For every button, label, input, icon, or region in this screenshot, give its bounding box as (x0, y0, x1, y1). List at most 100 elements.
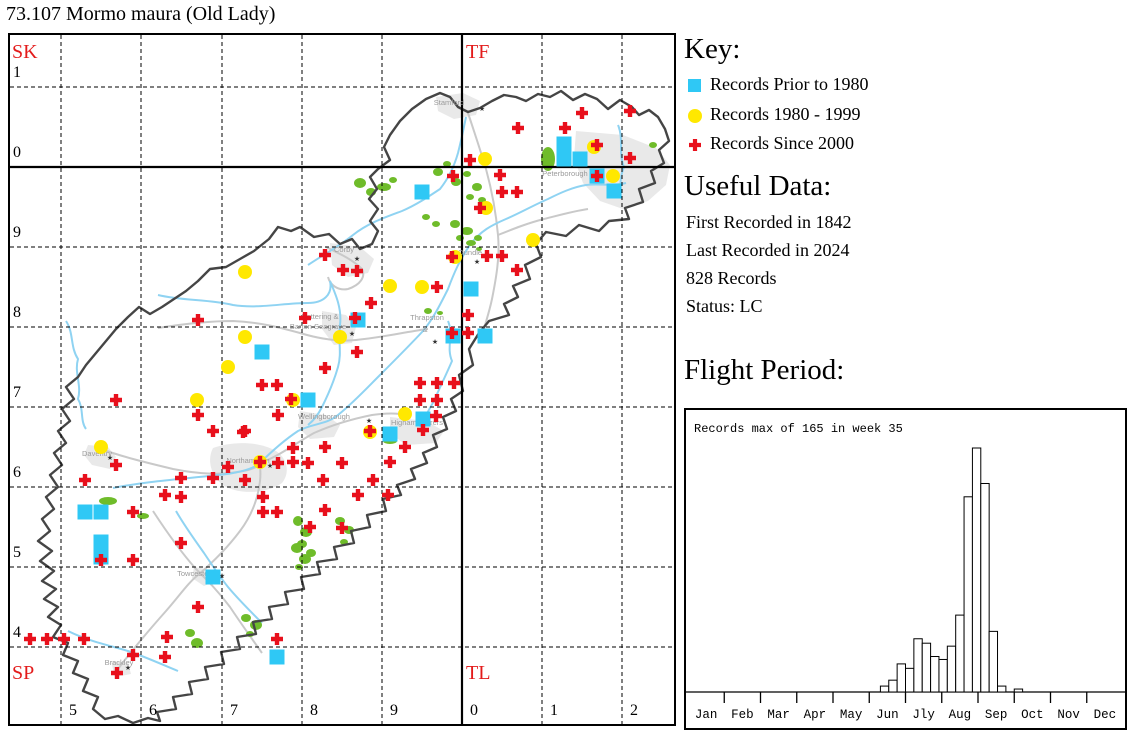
record-cross (111, 667, 123, 679)
record-cross (591, 139, 603, 151)
record-cross (237, 426, 249, 438)
flight-week-bar (963, 496, 973, 693)
grid-letter-SP: SP (12, 662, 34, 684)
woodland-patch (463, 171, 471, 177)
grid-row-label: 8 (13, 304, 21, 321)
record-cross (414, 377, 426, 389)
town-label: & (422, 325, 427, 334)
record-cross (271, 633, 283, 645)
woodland-patch (649, 142, 657, 148)
record-cross (24, 633, 36, 645)
flight-week-bar (971, 447, 982, 693)
grid-col-label: 9 (390, 702, 398, 719)
flight-week-bar (930, 656, 940, 693)
record-square (269, 649, 285, 665)
record-cross (336, 457, 348, 469)
record-cross (352, 489, 364, 501)
record-cross (591, 170, 603, 182)
record-circle (606, 169, 620, 183)
record-square (300, 392, 316, 408)
town-star-icon: ★ (479, 105, 485, 113)
flight-week-bar (913, 638, 923, 693)
record-circle (398, 407, 412, 421)
record-square (93, 534, 109, 550)
record-circle (94, 440, 108, 454)
woodland-patch (389, 177, 397, 183)
town-label: Oundle (458, 248, 482, 257)
record-cross (364, 425, 376, 437)
grid-col-label: 7 (230, 702, 238, 719)
grid-letter-TF: TF (466, 41, 489, 63)
record-cross (494, 169, 506, 181)
record-cross (299, 312, 311, 324)
first-recorded: First Recorded in 1842 (686, 212, 852, 232)
record-cross (159, 651, 171, 663)
record-cross (256, 379, 268, 391)
month-label: Jan (695, 708, 718, 722)
record-circle (333, 330, 347, 344)
record-cross (431, 394, 443, 406)
record-cross (41, 633, 53, 645)
town-star-icon: ★ (125, 664, 131, 672)
records-1980-1999-layer (94, 140, 620, 469)
woodland-patch (432, 221, 440, 227)
woodland-patch (472, 183, 482, 191)
woodland-patch (476, 247, 482, 251)
flight-week-bar (997, 685, 1007, 693)
town-star-icon: ★ (267, 462, 273, 470)
record-cross (207, 425, 219, 437)
page-title: 73.107 Mormo maura (Old Lady) (6, 3, 276, 25)
town-star-icon: ★ (474, 258, 480, 266)
woodland-patch (424, 308, 432, 314)
record-cross (399, 441, 411, 453)
town-label: Daventry (82, 449, 112, 458)
flight-week-bar (896, 663, 906, 693)
month-label: May (840, 708, 863, 722)
record-cross (222, 461, 234, 473)
legend-square-icon (686, 77, 706, 98)
record-cross (254, 456, 266, 468)
grid-row-label: 6 (13, 464, 21, 481)
record-cross (317, 474, 329, 486)
record-cross (446, 251, 458, 263)
record-cross (462, 327, 474, 339)
month-label: Oct (1021, 708, 1044, 722)
record-square (606, 183, 622, 199)
record-cross (448, 377, 460, 389)
grid-letter-SK: SK (12, 41, 38, 63)
record-cross (336, 522, 348, 534)
record-cross (192, 409, 204, 421)
month-label: Apr (804, 708, 827, 722)
grid-row-label: 7 (13, 384, 21, 401)
status: Status: LC (686, 296, 763, 316)
record-cross (481, 250, 493, 262)
woodland-patch (466, 240, 476, 246)
flight-period-chart: Records max of 165 in week 35 Jan Feb Mar Ap… (686, 422, 1125, 722)
record-cross (319, 249, 331, 261)
record-cross (257, 506, 269, 518)
grid-col-label: 6 (149, 702, 157, 719)
month-label: Mar (767, 708, 790, 722)
town-label: Northampton (226, 456, 269, 465)
flight-week-bar (888, 679, 898, 693)
record-cross (365, 297, 377, 309)
flight-chart-note: Records max of 165 in week 35 (694, 422, 903, 436)
record-cross (192, 601, 204, 613)
woodland-patch (466, 194, 474, 200)
county-boundary (36, 89, 671, 725)
record-cross (512, 122, 524, 134)
record-cross (287, 456, 299, 468)
record-circle (238, 330, 252, 344)
record-cross (319, 362, 331, 374)
town-label: Peterborough (542, 169, 587, 178)
flight-week-bar (980, 482, 990, 693)
record-cross (58, 633, 70, 645)
woodland-patch (291, 543, 303, 553)
woodland-patch (437, 311, 443, 315)
grid-row-label: 1 (13, 64, 21, 81)
record-cross (127, 506, 139, 518)
flight-week-bar (946, 645, 957, 693)
flight-period-panel: Records max of 165 in week 35 Jan Feb Mar Ap… (684, 408, 1127, 730)
